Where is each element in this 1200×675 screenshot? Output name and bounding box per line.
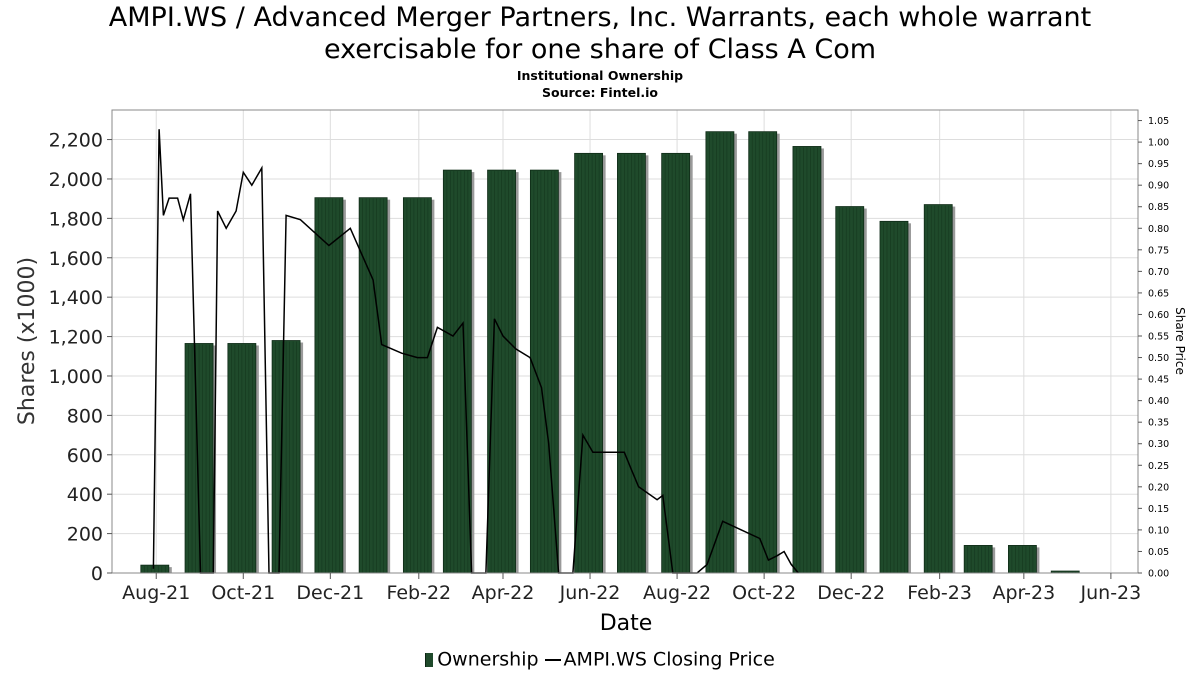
y2-tick-label: 0.90 <box>1148 181 1169 192</box>
ownership-bar <box>705 131 737 574</box>
y2-tick-label: 0.75 <box>1148 245 1169 256</box>
y2-tick-label: 0.10 <box>1148 525 1169 536</box>
y2-tick-label: 0.00 <box>1148 569 1169 580</box>
ownership-bar <box>661 152 693 574</box>
ownership-bar <box>923 204 956 574</box>
x-tick-label: Feb-23 <box>907 582 972 604</box>
y2-tick-label: 0.25 <box>1148 461 1169 472</box>
x-tick-label: Apr-22 <box>472 582 535 604</box>
ownership-bar <box>617 152 649 574</box>
y2-tick-label: 0.80 <box>1148 224 1169 235</box>
y2-tick-label: 0.15 <box>1148 504 1169 515</box>
x-tick-label: Jun-22 <box>559 582 621 604</box>
y2-axis-title: Share Price <box>1173 307 1187 375</box>
x-tick-label: Apr-23 <box>992 582 1055 604</box>
y2-tick-label: 1.05 <box>1148 116 1169 127</box>
y-axis-title: Shares (x1000) <box>15 257 40 425</box>
chart-title-line2: exercisable for one share of Class A Com <box>323 34 877 65</box>
y2-tick-label: 0.50 <box>1148 353 1169 364</box>
x-tick-label: Aug-22 <box>643 582 711 604</box>
y2-tick-label: 0.60 <box>1148 310 1169 321</box>
ownership-bar <box>140 564 172 574</box>
ownership-bar <box>879 220 911 574</box>
price-legend-label: AMPI.WS Closing Price <box>563 648 775 671</box>
ownership-bar <box>835 206 867 574</box>
y2-tick-label: 0.40 <box>1148 396 1169 407</box>
y-axis-left: 0 200 400 600 800 1,000 1,200 1,400 1,600 1,800 2,… <box>49 130 112 585</box>
ownership-bar <box>792 146 824 574</box>
ownership-bar <box>442 169 475 574</box>
ownership-bar <box>227 343 259 574</box>
y-tick-label: 1,000 <box>49 366 103 388</box>
y-tick-label: 2,200 <box>49 130 103 152</box>
y-tick-label: 600 <box>67 445 103 467</box>
chart-subtitle: Institutional Ownership <box>516 68 684 83</box>
ownership-bar <box>271 340 304 574</box>
x-tick-label: Aug-21 <box>122 582 190 604</box>
ownership-bar <box>358 197 391 574</box>
y-tick-label: 200 <box>67 524 103 546</box>
y-tick-label: 800 <box>67 405 103 427</box>
y-tick-label: 0 <box>91 563 103 585</box>
y2-tick-label: 0.05 <box>1148 547 1169 558</box>
y-tick-label: 400 <box>67 484 103 506</box>
ownership-legend-label: Ownership <box>437 648 539 671</box>
y2-tick-label: 0.45 <box>1148 375 1169 386</box>
x-axis-title: Date <box>600 611 653 636</box>
price-legend-swatch <box>544 658 561 661</box>
y2-tick-label: 0.65 <box>1148 288 1169 299</box>
ownership-legend-swatch <box>425 652 434 667</box>
ownership-bar <box>314 197 346 574</box>
ownership-bar <box>184 343 217 574</box>
x-tick-label: Jun-23 <box>1080 582 1142 604</box>
y-tick-label: 1,400 <box>49 287 103 309</box>
ownership-bar <box>1008 545 1040 574</box>
x-axis: Aug-21 Oct-21 Dec-21 Feb-22 Apr-22 Jun-22 Aug-… <box>122 573 1141 604</box>
y2-tick-label: 0.95 <box>1148 159 1169 170</box>
y2-tick-label: 0.70 <box>1148 267 1169 278</box>
y-tick-label: 1,800 <box>49 208 103 230</box>
x-tick-label: Dec-22 <box>817 582 885 604</box>
y2-tick-label: 0.55 <box>1148 332 1169 343</box>
chart-legend: Ownership AMPI.WS Closing Price <box>0 647 1200 672</box>
y2-tick-label: 1.00 <box>1148 138 1169 149</box>
x-tick-label: Oct-21 <box>211 582 275 604</box>
chart-source: Source: Fintel.io <box>542 85 658 100</box>
y2-tick-label: 0.35 <box>1148 418 1169 429</box>
y-tick-label: 2,000 <box>49 169 103 191</box>
x-tick-label: Dec-21 <box>296 582 364 604</box>
y-axis-right: 0.00 0.05 0.10 0.15 0.20 0.25 0.30 0.35 0.40 0.45… <box>1138 116 1169 580</box>
y2-tick-label: 0.85 <box>1148 202 1169 213</box>
ownership-bar <box>402 197 435 574</box>
y2-tick-label: 0.20 <box>1148 482 1169 493</box>
ownership-bar <box>529 169 562 574</box>
x-tick-label: Oct-22 <box>732 582 796 604</box>
ownership-bar <box>963 545 996 574</box>
ownership-bar <box>748 131 780 574</box>
chart-title-line1: AMPI.WS / Advanced Merger Partners, Inc.… <box>108 2 1092 33</box>
y2-tick-label: 0.30 <box>1148 439 1169 450</box>
plot-frame <box>111 109 1139 574</box>
x-tick-label: Feb-22 <box>386 582 451 604</box>
y-tick-label: 1,200 <box>49 327 103 349</box>
y-tick-label: 1,600 <box>49 248 103 270</box>
ownership-bar <box>574 152 606 574</box>
ownership-bars <box>140 131 1080 574</box>
